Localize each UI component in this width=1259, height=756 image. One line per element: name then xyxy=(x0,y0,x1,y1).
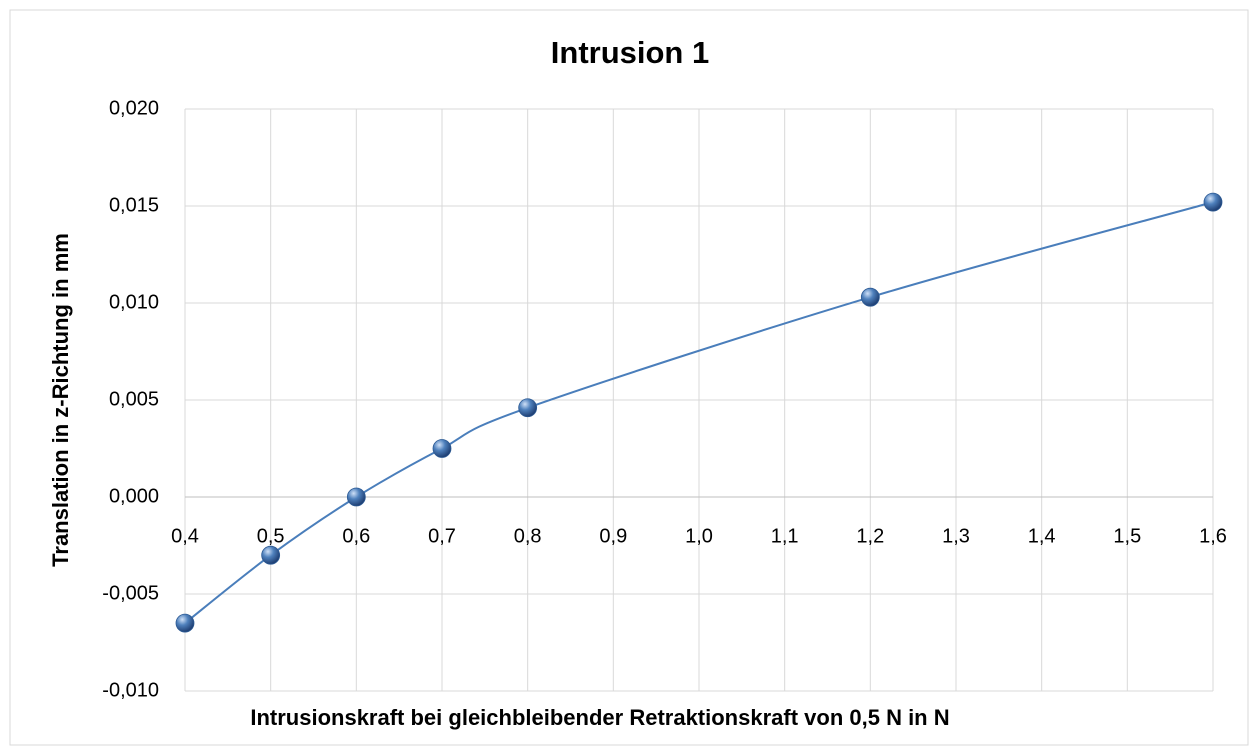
x-tick-label: 0,6 xyxy=(342,525,370,547)
x-tick-label: 1,3 xyxy=(942,525,970,547)
x-tick-label: 1,1 xyxy=(771,525,799,547)
x-tick-label: 1,2 xyxy=(856,525,884,547)
x-axis-label: Intrusionskraft bei gleichbleibender Ret… xyxy=(250,705,949,730)
y-axis-label: Translation in z-Richtung in mm xyxy=(48,233,73,567)
x-tick-label: 1,5 xyxy=(1113,525,1141,547)
x-tick-label: 1,0 xyxy=(685,525,713,547)
x-tick-label: 0,5 xyxy=(257,525,285,547)
data-point xyxy=(346,487,366,507)
x-tick-label: 0,9 xyxy=(599,525,627,547)
y-tick-label: -0,010 xyxy=(102,679,159,701)
data-point xyxy=(261,545,281,565)
y-tick-label: 0,000 xyxy=(109,485,159,507)
x-tick-label: 0,7 xyxy=(428,525,456,547)
data-point xyxy=(860,287,880,307)
y-tick-label: 0,015 xyxy=(109,194,159,216)
y-tick-label: 0,010 xyxy=(109,291,159,313)
data-point xyxy=(1203,192,1223,212)
data-point xyxy=(432,439,452,458)
grid xyxy=(184,108,1214,692)
x-tick-label: 0,4 xyxy=(171,525,199,547)
chart-title: Intrusion 1 xyxy=(551,35,709,70)
data-point xyxy=(518,398,538,418)
y-tick-label: 0,005 xyxy=(109,388,159,410)
chart-border xyxy=(9,9,1249,746)
y-tick-label: -0,005 xyxy=(102,582,159,604)
x-tick-label: 1,4 xyxy=(1028,525,1056,547)
x-tick-label: 0,8 xyxy=(514,525,542,547)
data-point xyxy=(175,613,195,633)
y-tick-label: 0,020 xyxy=(109,97,159,119)
series-line xyxy=(184,201,1214,624)
x-tick-label: 1,6 xyxy=(1199,525,1227,547)
